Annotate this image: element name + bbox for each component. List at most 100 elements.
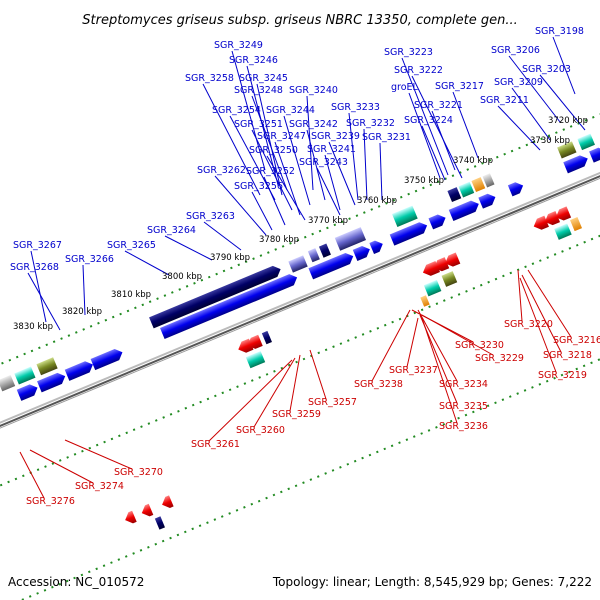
gene-reverse[interactable] [123, 510, 137, 526]
gene-label[interactable]: SGR_3267 [13, 240, 62, 251]
gene-label[interactable]: SGR_3265 [107, 240, 156, 251]
gene-forward[interactable] [507, 180, 526, 197]
gene-reverse[interactable] [245, 351, 266, 369]
gene-reverse[interactable] [554, 223, 572, 240]
gene-label[interactable]: SGR_3261 [191, 439, 240, 450]
gene-label[interactable]: SGR_3233 [331, 102, 380, 113]
gene-forward[interactable] [36, 357, 58, 376]
gene-reverse[interactable] [432, 257, 450, 273]
gene-forward[interactable] [159, 272, 299, 340]
gene-reverse[interactable] [261, 330, 272, 345]
gene-forward[interactable] [0, 374, 16, 392]
gene-forward[interactable] [288, 255, 308, 273]
gene-label[interactable]: SGR_3270 [114, 467, 163, 478]
gene-reverse[interactable] [420, 295, 430, 307]
gene-label[interactable]: SGR_3254 [212, 105, 261, 116]
gene-label[interactable]: SGR_3198 [535, 26, 584, 37]
gene-label[interactable]: SGR_3230 [455, 340, 504, 351]
gene-reverse[interactable] [245, 334, 263, 351]
gene-label[interactable]: SGR_3258 [185, 73, 234, 84]
gene-label[interactable]: SGR_3257 [308, 397, 357, 408]
gene-label[interactable]: SGR_3250 [249, 145, 298, 156]
gene-label[interactable]: SGR_3231 [362, 132, 411, 143]
gene-label[interactable]: SGR_3234 [439, 379, 488, 390]
gene-label[interactable]: SGR_3203 [522, 64, 571, 75]
gene-forward[interactable] [307, 248, 320, 263]
gene-label[interactable]: SGR_3264 [147, 225, 196, 236]
gene-reverse[interactable] [554, 206, 572, 222]
gene-label[interactable]: SGR_3232 [346, 118, 395, 129]
gene-label[interactable]: SGR_3237 [389, 365, 438, 376]
gene-label[interactable]: SGR_3240 [289, 85, 338, 96]
gene-label[interactable]: SGR_3252 [246, 166, 295, 177]
gene-forward[interactable] [16, 382, 40, 401]
gene-label[interactable]: SGR_3242 [289, 119, 338, 130]
gene-forward[interactable] [90, 347, 125, 371]
gene-reverse[interactable] [531, 215, 549, 232]
gene-forward[interactable] [478, 191, 497, 209]
gene-forward[interactable] [458, 181, 475, 198]
gene-forward[interactable] [149, 264, 283, 329]
gene-reverse[interactable] [160, 495, 174, 510]
gene-forward[interactable] [557, 141, 577, 159]
gene-reverse[interactable] [154, 516, 165, 530]
gene-label[interactable]: groEL [391, 82, 419, 93]
gene-label[interactable]: SGR_3206 [491, 45, 540, 56]
gene-label[interactable]: SGR_3217 [435, 81, 484, 92]
gene-forward[interactable] [428, 212, 447, 230]
gene-label[interactable]: SGR_3259 [272, 409, 321, 420]
gene-label[interactable]: SGR_3248 [234, 85, 283, 96]
gene-forward[interactable] [577, 133, 595, 151]
gene-label[interactable]: SGR_3246 [229, 55, 278, 66]
gene-forward[interactable] [448, 198, 481, 221]
gene-label[interactable]: SGR_3276 [26, 496, 75, 507]
gene-forward[interactable] [14, 366, 36, 385]
gene-reverse[interactable] [542, 211, 561, 227]
gene-label[interactable]: SGR_3262 [197, 165, 246, 176]
gene-forward[interactable] [447, 187, 462, 203]
gene-forward[interactable] [352, 244, 372, 261]
gene-label[interactable]: SGR_3247 [257, 131, 306, 142]
gene-reverse[interactable] [441, 271, 458, 287]
gene-label[interactable]: SGR_3260 [236, 425, 285, 436]
gene-label[interactable]: SGR_3216 [553, 335, 600, 346]
gene-forward[interactable] [308, 251, 355, 280]
gene-label[interactable]: SGR_3209 [494, 77, 543, 88]
gene-forward[interactable] [389, 220, 430, 246]
gene-label[interactable]: SGR_3235 [439, 401, 488, 412]
gene-label[interactable]: SGR_3241 [307, 144, 356, 155]
gene-label[interactable]: SGR_3236 [439, 421, 488, 432]
gene-label[interactable]: SGR_3251 [234, 119, 283, 130]
gene-label[interactable]: SGR_3229 [475, 353, 524, 364]
gene-label[interactable]: SGR_3244 [266, 105, 315, 116]
gene-forward[interactable] [563, 153, 590, 174]
gene-label[interactable]: SGR_3243 [299, 157, 348, 168]
gene-label[interactable]: SGR_3238 [354, 379, 403, 390]
gene-forward[interactable] [392, 205, 418, 227]
gene-forward[interactable] [482, 173, 495, 188]
gene-forward[interactable] [334, 227, 367, 251]
gene-label[interactable]: SGR_3266 [65, 254, 114, 265]
gene-reverse[interactable] [423, 279, 442, 297]
gene-forward[interactable] [471, 177, 486, 193]
gene-label[interactable]: SGR_3218 [543, 350, 592, 361]
gene-label[interactable]: SGR_3221 [414, 100, 463, 111]
gene-forward[interactable] [369, 238, 385, 255]
gene-forward[interactable] [37, 371, 67, 393]
gene-reverse[interactable] [570, 217, 583, 232]
gene-reverse[interactable] [139, 503, 154, 519]
gene-label[interactable]: SGR_3239 [311, 131, 360, 142]
gene-label[interactable]: SGR_3245 [239, 73, 288, 84]
gene-label[interactable]: SGR_3224 [404, 115, 453, 126]
gene-label[interactable]: SGR_3263 [186, 211, 235, 222]
gene-label[interactable]: SGR_3211 [480, 95, 529, 106]
gene-forward[interactable] [64, 359, 95, 381]
gene-label[interactable]: SGR_3223 [384, 47, 433, 58]
gene-label[interactable]: SGR_3220 [504, 319, 553, 330]
gene-label[interactable]: SGR_3222 [394, 65, 443, 76]
gene-forward[interactable] [589, 145, 600, 163]
gene-label[interactable]: SGR_3219 [538, 370, 587, 381]
gene-label[interactable]: SGR_3268 [10, 262, 59, 273]
gene-forward[interactable] [318, 243, 331, 258]
gene-label[interactable]: SGR_3256 [234, 181, 283, 192]
